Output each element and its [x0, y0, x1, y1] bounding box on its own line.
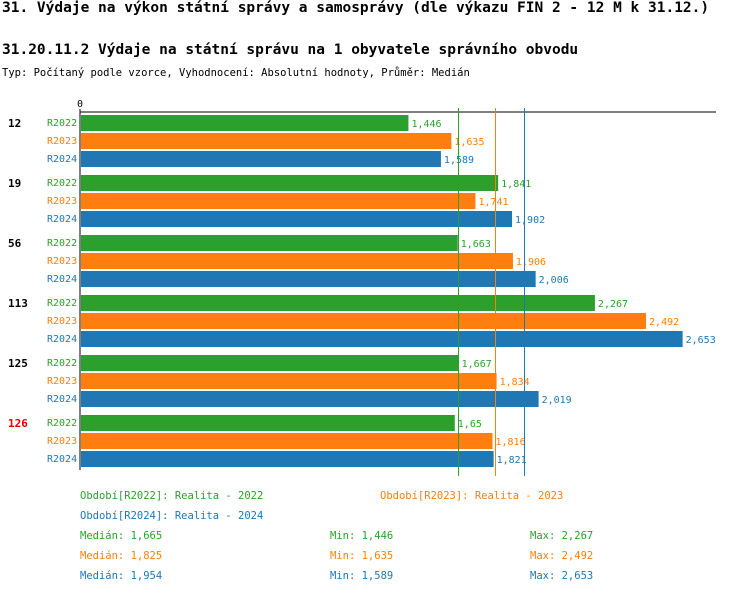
category-label: 125: [8, 357, 28, 370]
series-label: R2024: [47, 214, 77, 225]
legend-min-r2022: Min: 1,446: [330, 530, 394, 542]
bar: [81, 235, 458, 251]
data-label: 1,741: [478, 197, 508, 208]
bar: [81, 355, 459, 371]
legend-min-r2024: Min: 1,589: [330, 570, 394, 582]
data-label: 1,821: [497, 455, 527, 466]
category-label: 56: [8, 237, 22, 250]
series-label: R2023: [47, 316, 77, 327]
chart-subtitle: 31.20.11.2 Výdaje na státní správu na 1 …: [2, 42, 579, 58]
bar: [81, 415, 455, 431]
bar: [81, 133, 452, 149]
series-label: R2023: [47, 256, 77, 267]
category-label: 126: [8, 417, 28, 430]
legend-period-r2023: Období[R2023]: Realita - 2023: [380, 490, 564, 502]
data-label: 1,834: [500, 377, 530, 388]
legend-max-r2022: Max: 2,267: [530, 530, 594, 542]
page-title: 31. Výdaje na výkon státní správy a samo…: [2, 0, 710, 16]
data-label: 1,816: [495, 437, 525, 448]
series-label: R2024: [47, 274, 77, 285]
data-label: 1,841: [501, 179, 531, 190]
bar: [81, 331, 683, 347]
bar: [81, 175, 499, 191]
series-label: R2022: [47, 238, 77, 249]
bar: [81, 253, 513, 269]
series-label: R2022: [47, 298, 77, 309]
chart-description: Typ: Počítaný podle vzorce, Vyhodnocení:…: [2, 67, 470, 79]
bar: [81, 451, 494, 467]
data-label: 1,635: [454, 137, 484, 148]
series-label: R2023: [47, 136, 77, 147]
series-label: R2022: [47, 178, 77, 189]
bar: [81, 391, 539, 407]
legend-median-r2023: Medián: 1,825: [80, 550, 163, 562]
legend-period-r2022: Období[R2022]: Realita - 2022: [80, 490, 264, 502]
series-label: R2024: [47, 154, 77, 165]
series-label: R2024: [47, 334, 77, 345]
data-label: 2,653: [686, 335, 716, 346]
series-label: R2023: [47, 196, 77, 207]
bar: [81, 193, 476, 209]
legend-min-r2023: Min: 1,635: [330, 550, 394, 562]
legend-median-r2022: Medián: 1,665: [80, 530, 163, 542]
bar: [81, 373, 497, 389]
series-label: R2022: [47, 358, 77, 369]
data-label: 1,667: [462, 359, 492, 370]
legend-max-r2024: Max: 2,653: [530, 570, 594, 582]
category-label: 12: [8, 117, 21, 130]
data-label: 1,906: [516, 257, 546, 268]
category-label: 113: [8, 297, 28, 310]
bar: [81, 115, 409, 131]
bar: [81, 313, 647, 329]
data-label: 1,446: [411, 119, 441, 130]
bar: [81, 211, 513, 227]
bar: [81, 271, 536, 287]
data-label: 1,902: [515, 215, 545, 226]
legend-median-r2024: Medián: 1,954: [80, 570, 163, 582]
x-tick-label: 0: [77, 99, 83, 110]
series-label: R2023: [47, 436, 77, 447]
data-label: 1,663: [461, 239, 491, 250]
series-label: R2024: [47, 454, 77, 465]
data-label: 2,006: [539, 275, 569, 286]
category-label: 19: [8, 177, 21, 190]
legend-period-r2024: Období[R2024]: Realita - 2024: [80, 510, 264, 522]
series-label: R2023: [47, 376, 77, 387]
bar: [81, 433, 493, 449]
data-label: 2,019: [542, 395, 572, 406]
bar: [81, 151, 441, 167]
series-label: R2022: [47, 418, 77, 429]
series-label: R2022: [47, 118, 77, 129]
data-label: 1,65: [458, 419, 482, 430]
series-label: R2024: [47, 394, 77, 405]
legend-max-r2023: Max: 2,492: [530, 550, 594, 562]
bar: [81, 295, 595, 311]
data-label: 2,492: [649, 317, 679, 328]
data-label: 2,267: [598, 299, 628, 310]
